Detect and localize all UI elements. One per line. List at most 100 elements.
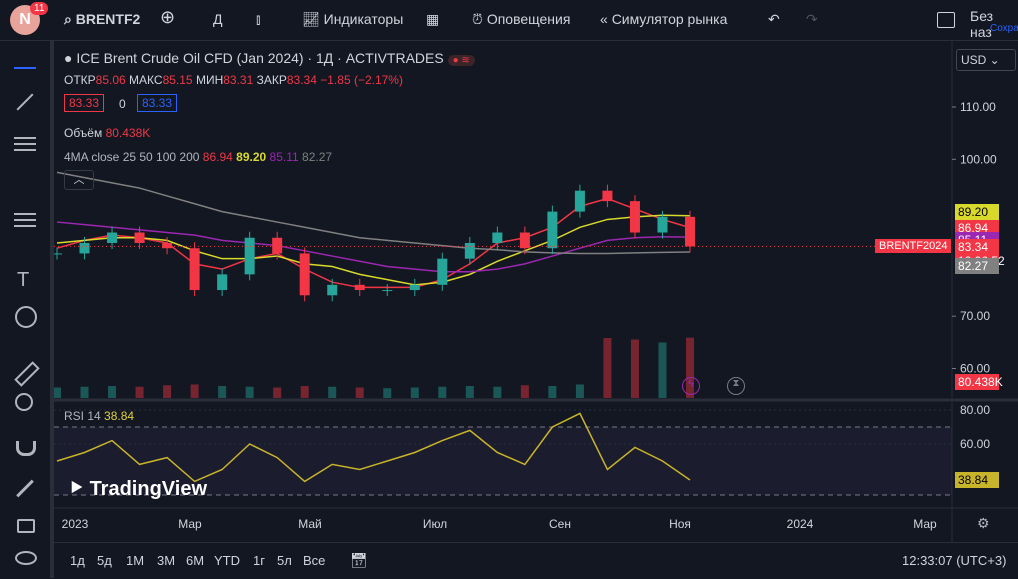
ma-legend: 4MA close 25 50 100 200 86.94 89.20 85.1… [64, 150, 332, 164]
candle-body [327, 284, 338, 296]
symbol-search[interactable]: ⌕ BRENTF2 [64, 11, 141, 27]
logo-text: TradingView [89, 478, 208, 500]
range-button[interactable]: 1г [253, 553, 265, 568]
ma-value: 82.27 [302, 150, 333, 164]
candle-body [134, 232, 145, 243]
volume-bar [465, 386, 474, 398]
spread: 0 [119, 97, 126, 111]
indicators: Индикаторы [323, 11, 404, 27]
y-tick-label: 100.00 [960, 152, 997, 166]
candle-body [217, 274, 228, 291]
candle-body [547, 211, 558, 249]
emoji-tool[interactable] [15, 306, 37, 328]
price-badge: 83.34 [955, 239, 999, 256]
candle-body [299, 253, 310, 296]
candle-body [519, 232, 530, 249]
timer-icon[interactable]: ⧗ [727, 377, 745, 395]
range-button[interactable]: 1д [70, 553, 85, 568]
zoom[interactable] [15, 393, 33, 411]
collapse-legend[interactable]: ︿ [64, 170, 94, 190]
status: ● ≋ [447, 55, 475, 66]
eye[interactable] [15, 551, 37, 565]
replay-button[interactable]: « Симулятор рынка [600, 11, 728, 27]
low-label: МИН [195, 73, 224, 87]
range-button[interactable]: Все [303, 553, 326, 568]
templates[interactable]: ▦ [426, 11, 440, 27]
ma-line [56, 221, 691, 273]
redo[interactable]: ↷ [806, 11, 818, 27]
candle-body [685, 216, 695, 247]
volume-value: 80.438K [105, 126, 151, 140]
volume-legend: Объём 80.438K [64, 126, 150, 140]
x-tick-label: Мар [913, 517, 937, 531]
volume-bar [603, 338, 612, 398]
bottom-toolbar: 1д 5д 1М 3М 6М YTD 1г 5л Все 📅︎ 12:33:07 (UTC+3) [54, 542, 1018, 579]
text-tool[interactable]: T [17, 269, 30, 291]
layout-name[interactable]: Без наз [970, 8, 994, 40]
undo[interactable]: ↶ [768, 11, 780, 27]
price-badge: 86.94 [955, 219, 999, 236]
clock: 12:33:07 (UTC+3) [902, 553, 1007, 568]
crosshair[interactable] [14, 67, 36, 69]
layout-icon[interactable] [937, 12, 955, 28]
bid[interactable]: 83.33 [64, 94, 105, 112]
patterns[interactable] [14, 213, 36, 215]
rsi-legend: RSI 14 38.84 [64, 409, 134, 423]
candle-body [437, 258, 448, 285]
pencil[interactable] [16, 479, 34, 498]
currency-label: USD [961, 53, 987, 67]
range-button[interactable]: 6М [186, 553, 205, 568]
low: 83.31 [223, 73, 254, 87]
ma-label: 4MA close 25 50 100 200 [64, 150, 200, 164]
volume-bar [686, 337, 694, 398]
price-badge: 38.84 [955, 471, 999, 488]
range-button[interactable]: 5д [97, 553, 112, 568]
chart-type[interactable]: ⫾ [256, 11, 261, 27]
ma-value: 85.11 [269, 150, 299, 164]
x-tick-label: Сен [549, 517, 571, 531]
volume-bar [190, 384, 199, 398]
volume-bar [163, 385, 172, 398]
volume-bar [438, 386, 447, 398]
alerts-button[interactable]: ⏰︎ Оповещения [472, 11, 571, 27]
interval[interactable]: Д [213, 11, 223, 27]
trend-line[interactable] [16, 93, 34, 111]
top-toolbar: N 11 ⌕ BRENTF2 ⊕ Д ⫾ 📈︎ Индикаторы ▦ ⏰︎ … [0, 0, 1018, 41]
price-pane [54, 171, 695, 398]
open: 85.06 [95, 73, 126, 87]
magnet[interactable] [16, 441, 36, 456]
volume-bar [135, 386, 144, 398]
rsi-tick-label: 60.00 [960, 437, 990, 451]
candle-body [492, 232, 503, 243]
currency[interactable]: USD ⌄ [956, 49, 1016, 71]
price-badge: 89.20 [955, 203, 999, 220]
range-button[interactable]: 5л [277, 553, 292, 568]
lock[interactable] [17, 519, 35, 533]
ask[interactable]: 83.33 [137, 94, 178, 112]
flash-icon[interactable]: ϟ [682, 377, 700, 395]
date-range[interactable]: 📅︎ [350, 552, 368, 568]
range-button[interactable]: 3М [157, 553, 176, 568]
close-label: ЗАКР [256, 73, 287, 87]
indicators-button[interactable]: 📈︎ Индикаторы [302, 11, 404, 27]
volume-label: Объём [64, 126, 103, 140]
candle-body [602, 190, 613, 202]
range-button[interactable]: 1М [126, 553, 145, 568]
x-tick-label: Мар [178, 517, 202, 531]
save[interactable]: Сохра [990, 23, 1018, 34]
add-symbol[interactable]: ⊕ [160, 7, 176, 27]
ruler[interactable] [14, 361, 40, 387]
volume-bar [410, 387, 419, 398]
symbol-badge: BRENTF2024 [875, 239, 952, 254]
volume-bar [328, 386, 337, 398]
candle-body [54, 253, 62, 255]
fib[interactable] [14, 137, 36, 139]
range-button[interactable]: YTD [214, 553, 240, 568]
settings[interactable]: ⚙︎ [977, 515, 990, 531]
chart: 110.00 100.00 70.00 60.00 80.00 60.00 2023 Мар М… [54, 41, 1018, 542]
rsi-line [56, 412, 691, 483]
y-tick-label: 110.00 [960, 100, 996, 114]
volume-bar [630, 339, 639, 398]
volume-bar [273, 387, 282, 398]
